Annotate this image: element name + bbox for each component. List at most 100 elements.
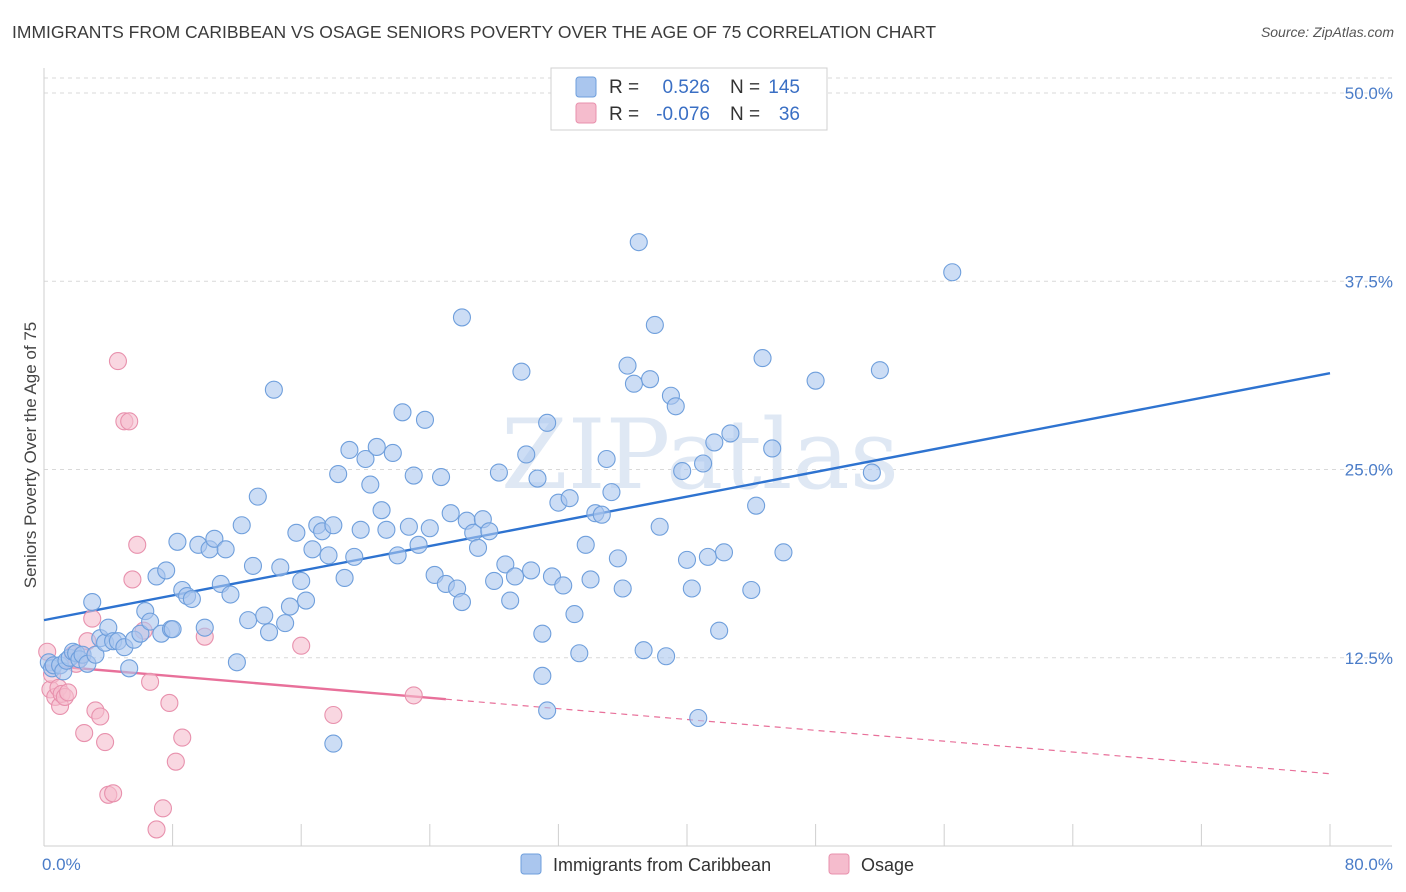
trend-line-osage	[43, 664, 446, 701]
point-caribbean	[677, 550, 697, 569]
point-caribbean	[629, 233, 648, 252]
point-caribbean	[763, 439, 782, 458]
point-caribbean	[714, 543, 734, 562]
point-caribbean	[943, 263, 962, 282]
point-osage	[324, 705, 343, 725]
point-caribbean	[570, 644, 589, 663]
point-osage	[153, 799, 173, 818]
point-caribbean	[565, 605, 584, 624]
point-caribbean	[216, 540, 235, 559]
point-caribbean	[86, 645, 105, 664]
data-points	[38, 233, 962, 839]
point-caribbean	[83, 592, 102, 612]
x-tick-label: 80.0%	[1345, 855, 1393, 874]
point-caribbean	[560, 489, 579, 508]
point-caribbean	[742, 580, 761, 600]
point-caribbean	[356, 449, 375, 469]
legend-swatch-blue	[575, 76, 597, 98]
point-osage	[91, 707, 110, 726]
point-caribbean	[522, 561, 541, 580]
point-caribbean	[576, 535, 595, 554]
point-caribbean	[441, 504, 460, 523]
point-caribbean	[388, 546, 407, 565]
point-caribbean	[182, 589, 201, 609]
point-caribbean	[367, 437, 386, 456]
point-caribbean	[141, 612, 160, 631]
bottom-legend-swatch-pink	[828, 853, 850, 875]
point-osage	[108, 352, 127, 371]
point-caribbean	[597, 449, 616, 469]
point-caribbean	[657, 647, 676, 666]
point-osage	[404, 686, 423, 705]
point-caribbean	[698, 547, 717, 566]
point-caribbean	[533, 666, 552, 685]
point-caribbean	[319, 546, 338, 565]
point-caribbean	[613, 579, 632, 598]
point-caribbean	[705, 433, 724, 452]
point-osage	[83, 609, 102, 628]
point-caribbean	[168, 532, 187, 551]
point-caribbean	[399, 517, 418, 536]
point-osage	[141, 672, 160, 691]
point-caribbean	[324, 734, 343, 753]
point-caribbean	[227, 653, 246, 672]
point-caribbean	[351, 520, 370, 539]
point-caribbean	[329, 464, 348, 484]
point-osage	[128, 535, 147, 554]
point-caribbean	[774, 543, 793, 562]
point-osage	[104, 784, 123, 803]
point-caribbean	[404, 466, 423, 485]
point-caribbean	[624, 374, 644, 393]
point-caribbean	[640, 370, 660, 389]
point-osage	[120, 412, 139, 431]
legend: R = 0.526 N = 145 R = -0.076 N = 36	[550, 67, 828, 131]
point-caribbean	[452, 592, 472, 612]
point-caribbean	[221, 585, 240, 604]
bottom-legend-swatch-blue	[520, 853, 542, 875]
point-caribbean	[528, 469, 547, 488]
point-caribbean	[710, 621, 729, 640]
point-caribbean	[335, 568, 354, 588]
bottom-legend: Immigrants from Caribbean Osage	[520, 853, 914, 875]
y-axis-label: Seniors Poverty Over the Age of 75	[21, 322, 40, 588]
point-caribbean	[243, 556, 263, 575]
point-caribbean	[480, 522, 499, 541]
point-osage	[75, 724, 94, 743]
point-caribbean	[163, 620, 182, 639]
point-caribbean	[452, 308, 472, 327]
point-osage	[166, 752, 185, 771]
point-caribbean	[747, 496, 766, 515]
point-caribbean	[340, 440, 359, 460]
point-caribbean	[645, 315, 664, 335]
point-caribbean	[517, 445, 536, 464]
point-osage	[147, 820, 166, 839]
y-tick-label: 25.0%	[1345, 461, 1393, 480]
point-caribbean	[205, 529, 224, 548]
legend-swatch-pink	[575, 102, 597, 124]
point-caribbean	[602, 483, 621, 502]
tick-labels: 12.5% 25.0% 37.5% 50.0% 0.0% 80.0%	[42, 84, 1393, 874]
trend-lines	[43, 371, 1331, 775]
point-osage	[160, 693, 179, 712]
point-caribbean	[383, 443, 402, 463]
point-caribbean	[538, 413, 557, 432]
point-caribbean	[505, 567, 525, 586]
x-tick-label: 0.0%	[42, 855, 81, 874]
point-caribbean	[324, 516, 343, 535]
point-caribbean	[533, 624, 552, 643]
point-caribbean	[276, 614, 295, 633]
point-caribbean	[131, 624, 150, 643]
point-caribbean	[255, 606, 274, 625]
point-caribbean	[618, 356, 637, 375]
point-caribbean	[689, 708, 708, 728]
y-tick-label: 12.5%	[1345, 649, 1393, 668]
point-osage	[292, 636, 311, 655]
point-caribbean	[806, 371, 825, 390]
point-caribbean	[485, 571, 504, 591]
point-caribbean	[512, 362, 531, 381]
legend-n-value-1: 145	[768, 77, 800, 98]
point-caribbean	[721, 424, 740, 443]
legend-r-label-1: R =	[609, 77, 639, 98]
legend-box	[550, 67, 828, 131]
chart-title: IMMIGRANTS FROM CARIBBEAN VS OSAGE SENIO…	[12, 22, 937, 42]
